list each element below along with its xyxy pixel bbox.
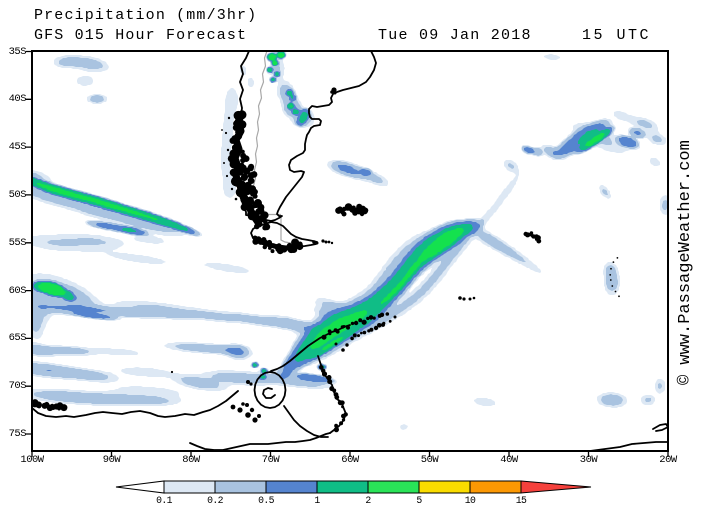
svg-text:© www.PassageWeather.com: © www.PassageWeather.com [676,140,695,385]
